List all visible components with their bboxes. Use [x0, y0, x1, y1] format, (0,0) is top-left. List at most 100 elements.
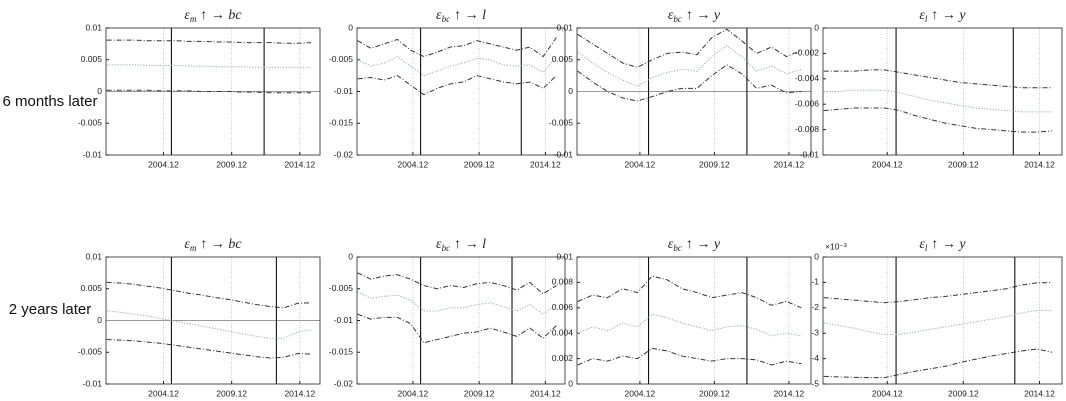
- chart-title: εbc ↑ → l: [436, 8, 486, 24]
- y-tick-label: 0: [568, 378, 573, 388]
- y-tick-label: 0: [97, 86, 102, 96]
- y-tick-label: -0.02: [334, 378, 354, 388]
- chart-title: εm ↑ → bc: [184, 237, 242, 253]
- y-tick-label: -1: [811, 277, 819, 287]
- y-tick-label: -0.01: [554, 149, 574, 159]
- x-tick-label: 2004.12: [872, 159, 903, 169]
- x-tick-label: 2014.12: [774, 388, 805, 398]
- title-rest: ↑ → bc: [200, 8, 242, 23]
- y-tick-label: -0.005: [549, 118, 573, 128]
- x-tick-label: 2014.12: [1024, 159, 1055, 169]
- x-tick-label: 2004.12: [872, 388, 903, 398]
- x-tick-label: 2004.12: [625, 388, 656, 398]
- title-symbol: ε: [436, 237, 442, 252]
- title-symbol: ε: [919, 8, 925, 23]
- row-label: 2 years later: [8, 301, 92, 318]
- y-tick-label: -0.005: [329, 283, 353, 293]
- x-tick-label: 2009.12: [699, 388, 730, 398]
- y-tick-label: -0.005: [78, 118, 102, 128]
- series-line: [577, 313, 802, 337]
- y-tick-label: -0.01: [83, 149, 103, 159]
- plot-frame: [356, 256, 566, 385]
- y-tick-label: 0: [348, 251, 353, 261]
- y-tick-label: -3: [811, 327, 819, 337]
- series-line: [106, 64, 312, 68]
- series-line: [823, 107, 1053, 133]
- plot-frame: [822, 27, 1063, 156]
- series-line: [823, 69, 1053, 89]
- x-tick-label: 2004.12: [625, 159, 656, 169]
- y-tick-label: -0.01: [83, 378, 103, 388]
- series-line: [823, 281, 1053, 304]
- title-rest: ↑ → y: [931, 237, 966, 252]
- plot-frame: [356, 27, 566, 156]
- title-rest: ↑ → l: [454, 8, 486, 23]
- x-tick-label: 2009.12: [699, 159, 730, 169]
- x-tick-label: 2009.12: [948, 388, 979, 398]
- chart-title: εbc ↑ → l: [436, 237, 486, 253]
- y-tick-label: -0.004: [795, 73, 819, 83]
- y-tick-label: 0: [568, 86, 573, 96]
- x-tick-label: 2014.12: [1024, 388, 1055, 398]
- y-tick-label: 0: [348, 22, 353, 32]
- series-line: [823, 89, 1053, 113]
- series-line: [106, 89, 312, 94]
- series-line: [823, 309, 1053, 335]
- title-symbol: ε: [184, 237, 190, 252]
- series-line: [823, 348, 1053, 379]
- x-tick-label: 2004.12: [398, 159, 429, 169]
- title-rest: ↑ → y: [686, 237, 721, 252]
- x-tick-label: 2004.12: [148, 388, 179, 398]
- x-tick-label: 2009.12: [216, 388, 247, 398]
- y-tick-label: 0.01: [556, 22, 573, 32]
- x-tick-label: 2014.12: [530, 388, 561, 398]
- y-tick-label: -0.01: [334, 86, 354, 96]
- y-tick-label: 0.002: [552, 353, 574, 363]
- y-tick-label: -0.008: [795, 124, 819, 134]
- y-tick-label: 0: [97, 315, 102, 325]
- x-tick-label: 2009.12: [464, 159, 495, 169]
- title-symbol: ε: [668, 8, 674, 23]
- title-subscript: m: [190, 243, 197, 253]
- x-tick-label: 2009.12: [948, 159, 979, 169]
- series-line: [577, 275, 802, 309]
- title-rest: ↑ → y: [686, 8, 721, 23]
- y-tick-label: 0.008: [552, 277, 574, 287]
- y-tick-label: 0.005: [81, 283, 103, 293]
- y-tick-label: -0.005: [329, 54, 353, 64]
- x-tick-label: 2014.12: [284, 159, 315, 169]
- title-rest: ↑ → y: [931, 8, 966, 23]
- series-line: [577, 347, 802, 366]
- title-symbol: ε: [919, 237, 925, 252]
- y-tick-label: 0.004: [552, 327, 574, 337]
- chart-title: εbc ↑ → y: [668, 8, 721, 24]
- y-tick-label: -0.006: [795, 98, 819, 108]
- series-line: [577, 45, 802, 87]
- chart-title: εl ↑ → y: [919, 8, 966, 24]
- plot-frame: [105, 27, 321, 156]
- y-multiplier: ×10⁻³: [825, 241, 847, 251]
- plot-frame: [105, 256, 321, 385]
- x-tick-label: 2009.12: [216, 159, 247, 169]
- y-tick-label: -0.01: [334, 315, 354, 325]
- x-tick-label: 2004.12: [148, 159, 179, 169]
- y-tick-label: 0.01: [85, 22, 102, 32]
- y-tick-label: -0.02: [334, 149, 354, 159]
- series-line: [577, 64, 802, 102]
- plot-frame: [822, 256, 1063, 385]
- y-tick-label: 0.01: [556, 251, 573, 261]
- title-subscript: bc: [442, 14, 451, 24]
- title-subscript: bc: [673, 14, 682, 24]
- y-tick-label: -0.005: [78, 347, 102, 357]
- series-line: [357, 75, 557, 96]
- series-line: [106, 339, 312, 359]
- title-subscript: bc: [442, 243, 451, 253]
- series-line: [357, 313, 557, 344]
- series-line: [577, 28, 802, 68]
- chart-title: εl ↑ → y: [919, 237, 966, 253]
- x-tick-label: 2014.12: [284, 388, 315, 398]
- title-rest: ↑ → bc: [200, 237, 242, 252]
- y-tick-label: -0.015: [329, 347, 353, 357]
